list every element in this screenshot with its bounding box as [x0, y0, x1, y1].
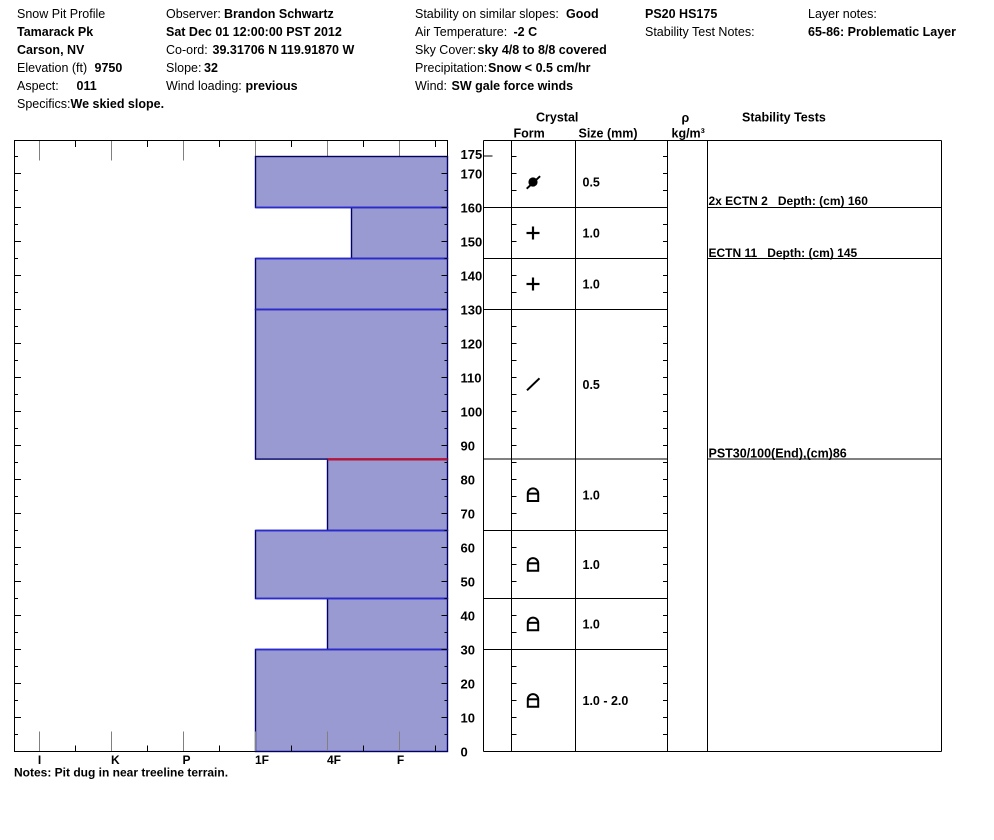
svg-text:20: 20	[461, 677, 475, 692]
svg-text:40: 40	[461, 609, 475, 624]
svg-text:100: 100	[461, 405, 483, 420]
svg-text:F: F	[397, 753, 404, 767]
svg-text:70: 70	[461, 507, 475, 522]
svg-text:9750: 9750	[95, 61, 123, 75]
svg-text:K: K	[111, 753, 120, 767]
svg-text:150: 150	[461, 235, 483, 250]
svg-text:Stability on similar slopes:: Stability on similar slopes:	[415, 7, 559, 21]
svg-text:Precipitation:: Precipitation:	[415, 61, 487, 75]
svg-text:65-86: Problematic Layer: 65-86: Problematic Layer	[808, 25, 956, 39]
svg-text:Slope:: Slope:	[166, 61, 201, 75]
svg-text:0.5: 0.5	[583, 378, 600, 392]
svg-text:0.5: 0.5	[583, 176, 600, 190]
svg-text:170: 170	[461, 167, 483, 182]
svg-text:1.0: 1.0	[583, 618, 600, 632]
svg-text:We skied slope.: We skied slope.	[71, 97, 165, 111]
svg-text:140: 140	[461, 269, 483, 284]
svg-text:Good: Good	[566, 7, 599, 21]
svg-text:SW gale force winds: SW gale force winds	[452, 79, 574, 93]
svg-text:Co-ord:: Co-ord:	[166, 43, 208, 57]
svg-text:Tamarack Pk: Tamarack Pk	[17, 25, 93, 39]
svg-text:175: 175	[461, 147, 483, 162]
svg-text:60: 60	[461, 541, 475, 556]
svg-text:ρ: ρ	[682, 111, 690, 125]
svg-text:120: 120	[461, 337, 483, 352]
svg-text:Crystal: Crystal	[536, 111, 578, 125]
svg-text:10: 10	[461, 711, 475, 726]
svg-text:1.0: 1.0	[583, 489, 600, 503]
svg-text:PST30/100(End),(cm)86: PST30/100(End),(cm)86	[709, 447, 847, 461]
svg-text:0: 0	[461, 745, 468, 760]
svg-text:sky 4/8 to 8/8 covered: sky 4/8 to 8/8 covered	[478, 43, 607, 57]
svg-text:1.0: 1.0	[583, 558, 600, 572]
svg-text:kg/m³: kg/m³	[672, 127, 705, 141]
svg-text:Layer notes:: Layer notes:	[808, 7, 877, 21]
svg-text:110: 110	[461, 371, 482, 386]
svg-text:Sat Dec 01 12:00:00 PST 2012: Sat Dec 01 12:00:00 PST 2012	[166, 25, 342, 39]
svg-text:2x ECTN 2 Depth: (cm) 160: 2x ECTN 2 Depth: (cm) 160	[709, 194, 869, 208]
svg-text:-2 C: -2 C	[514, 25, 538, 39]
svg-text:I: I	[38, 753, 41, 767]
svg-text:1.0 - 2.0: 1.0 - 2.0	[583, 694, 629, 708]
svg-text:80: 80	[461, 473, 475, 488]
svg-text:Snow Pit Profile: Snow Pit Profile	[17, 7, 105, 21]
svg-text:130: 130	[461, 303, 483, 318]
svg-text:Elevation (ft): Elevation (ft)	[17, 61, 87, 75]
svg-text:1F: 1F	[255, 753, 269, 767]
svg-text:32: 32	[204, 61, 218, 75]
svg-text:Form: Form	[514, 127, 545, 141]
svg-text:previous: previous	[246, 79, 298, 93]
svg-text:1.0: 1.0	[583, 278, 600, 292]
svg-text:50: 50	[461, 575, 475, 590]
svg-text:1.0: 1.0	[583, 227, 600, 241]
svg-text:Air Temperature:: Air Temperature:	[415, 25, 507, 39]
svg-text:ECTN 11 Depth: (cm) 145: ECTN 11 Depth: (cm) 145	[709, 246, 858, 260]
svg-text:30: 30	[461, 643, 475, 658]
svg-text:Observer:: Observer:	[166, 7, 221, 21]
svg-text:Carson, NV: Carson, NV	[17, 43, 85, 57]
svg-text:Size (mm): Size (mm)	[579, 127, 638, 141]
svg-text:90: 90	[461, 439, 475, 454]
svg-text:Aspect:: Aspect:	[17, 79, 59, 93]
svg-text:Wind:: Wind:	[415, 79, 447, 93]
svg-text:160: 160	[461, 201, 483, 216]
svg-text:Wind loading:: Wind loading:	[166, 79, 242, 93]
svg-text:P: P	[183, 753, 191, 767]
svg-text:Stability Tests: Stability Tests	[742, 111, 826, 125]
svg-text:011: 011	[77, 79, 97, 93]
svg-text:4F: 4F	[327, 753, 341, 767]
svg-text:Sky Cover:: Sky Cover:	[415, 43, 476, 57]
svg-text:39.31706 N 119.91870 W: 39.31706 N 119.91870 W	[213, 43, 355, 57]
svg-text:Notes: Pit dug in near treelin: Notes: Pit dug in near treeline terrain.	[14, 766, 228, 780]
svg-text:Brandon Schwartz: Brandon Schwartz	[224, 7, 334, 21]
svg-text:PS20 HS175: PS20 HS175	[645, 7, 717, 21]
svg-text:Specifics:: Specifics:	[17, 97, 71, 111]
svg-text:Stability Test Notes:: Stability Test Notes:	[645, 25, 755, 39]
svg-text:Snow < 0.5 cm/hr: Snow < 0.5 cm/hr	[488, 61, 591, 75]
